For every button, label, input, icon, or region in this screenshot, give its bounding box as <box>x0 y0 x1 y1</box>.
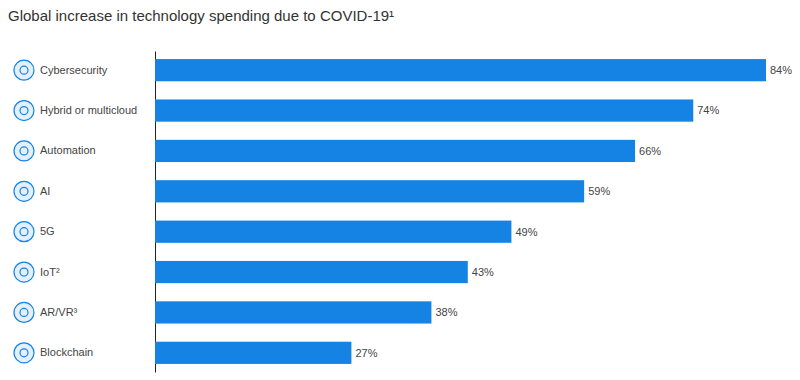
icon-circle <box>14 222 34 242</box>
title: Global increase in technology spending d… <box>8 7 394 24</box>
bar <box>155 59 766 81</box>
data-label: 74% <box>697 104 719 116</box>
bar <box>155 301 431 323</box>
chart: Global increase in technology spending d… <box>0 0 800 380</box>
bar <box>155 99 693 121</box>
icon-glyph <box>20 107 28 115</box>
data-label: 43% <box>472 266 494 278</box>
icon <box>14 262 34 282</box>
icon <box>14 343 34 363</box>
icon-glyph <box>20 228 28 236</box>
data-label: 59% <box>588 185 610 197</box>
bar <box>155 180 584 202</box>
icon-glyph <box>20 147 28 155</box>
icon-circle <box>14 101 34 121</box>
icon-circle <box>14 302 34 322</box>
icon-glyph <box>20 187 28 195</box>
icon <box>14 302 34 322</box>
icon-circle <box>14 262 34 282</box>
icon <box>14 60 34 80</box>
tick: Automation <box>40 144 96 156</box>
icons <box>14 60 34 363</box>
tick: AR/VR³ <box>40 306 78 318</box>
tick-label: AR/VR³ <box>40 306 78 318</box>
tick: IoT² <box>40 266 60 278</box>
bar <box>155 221 511 243</box>
icon-glyph <box>20 308 28 316</box>
data-label: 27% <box>355 347 377 359</box>
category-axis: Cybersecurity Hybrid or multicloud Automat… <box>40 52 156 373</box>
bars <box>155 59 766 364</box>
icon <box>14 181 34 201</box>
icon-circle <box>14 141 34 161</box>
tick: 5G <box>40 225 55 237</box>
icon <box>14 141 34 161</box>
tick-label: IoT² <box>40 266 60 278</box>
tick-label: Automation <box>40 144 96 156</box>
tick-label: Blockchain <box>40 346 93 358</box>
bar <box>155 140 635 162</box>
data-labels: 84% 74% 66% 59% 49% 43% 38% 27% <box>355 64 792 359</box>
icon <box>14 101 34 121</box>
data-label: 38% <box>435 306 457 318</box>
tick-label: Cybersecurity <box>40 64 108 76</box>
icon-circle <box>14 181 34 201</box>
tick-label: Hybrid or multicloud <box>40 104 137 116</box>
icon-circle <box>14 343 34 363</box>
tick: Blockchain <box>40 346 93 358</box>
tick: AI <box>40 185 50 197</box>
data-label: 84% <box>770 64 792 76</box>
icon <box>14 222 34 242</box>
icon-glyph <box>20 66 28 74</box>
bar <box>155 261 468 283</box>
icon-glyph <box>20 349 28 357</box>
tick-label: 5G <box>40 225 55 237</box>
data-label: 66% <box>639 145 661 157</box>
icon-circle <box>14 60 34 80</box>
tick: Cybersecurity <box>40 64 108 76</box>
icon-glyph <box>20 268 28 276</box>
tick-label: AI <box>40 185 50 197</box>
bar <box>155 342 351 364</box>
data-label: 49% <box>515 226 537 238</box>
tick: Hybrid or multicloud <box>40 104 137 116</box>
